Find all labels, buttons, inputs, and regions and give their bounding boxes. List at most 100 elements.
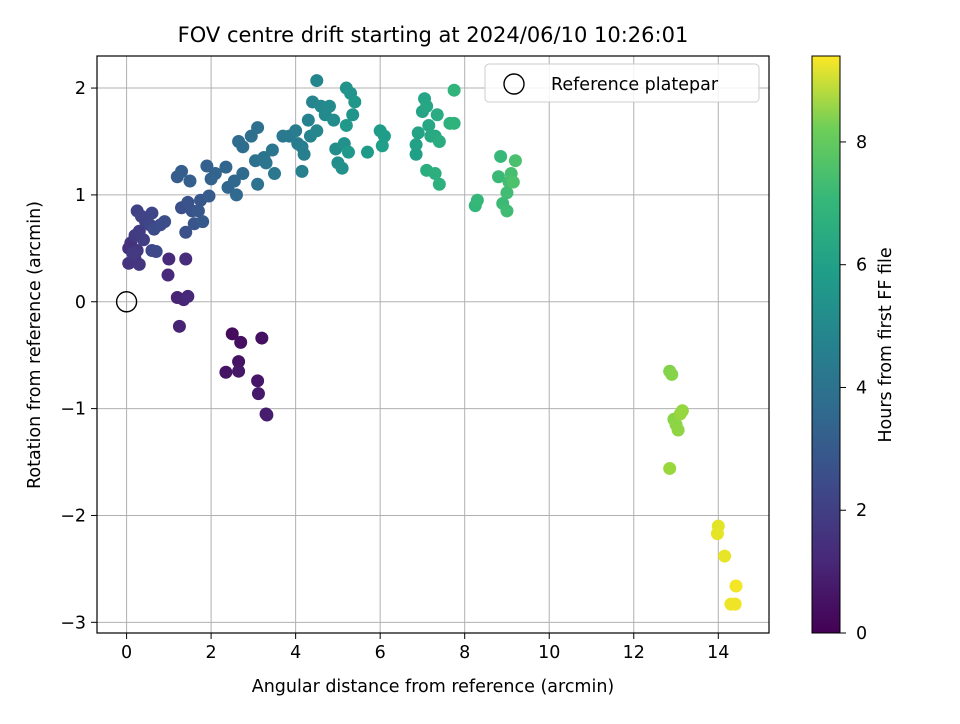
scatter-point bbox=[728, 597, 742, 611]
scatter-point bbox=[179, 225, 193, 239]
scatter-point bbox=[260, 408, 274, 422]
legend-marker bbox=[503, 73, 525, 95]
scatter-point bbox=[191, 204, 205, 218]
x-tick-label: 2 bbox=[206, 643, 217, 663]
scatter-point bbox=[295, 164, 309, 178]
scatter-point bbox=[420, 99, 434, 113]
scatter-point bbox=[136, 233, 150, 247]
colorbar: 0 2 4 6 8 Hours from first FF file bbox=[811, 55, 896, 644]
scatter-point bbox=[508, 154, 522, 168]
scatter-point bbox=[297, 147, 311, 161]
scatter-point bbox=[447, 83, 461, 97]
scatter-point bbox=[255, 331, 269, 345]
scatter-point bbox=[145, 206, 159, 220]
scatter-point bbox=[346, 108, 360, 122]
scatter-point bbox=[251, 177, 265, 191]
scatter-point bbox=[432, 134, 446, 148]
y-tick-label: −2 bbox=[60, 506, 86, 526]
scatter-point bbox=[710, 527, 724, 541]
scatter-point bbox=[251, 387, 265, 401]
scatter-point bbox=[411, 126, 425, 140]
y-tick-label: −3 bbox=[60, 613, 86, 633]
scatter-point bbox=[310, 124, 324, 138]
scatter-point bbox=[236, 167, 250, 181]
scatter-point bbox=[470, 193, 484, 207]
x-tick-label: 8 bbox=[459, 643, 470, 663]
colorbar-tick-label: 8 bbox=[856, 133, 867, 153]
scatter-point bbox=[179, 252, 193, 266]
scatter-point bbox=[310, 74, 324, 88]
scatter-point bbox=[175, 164, 189, 178]
scatter-point bbox=[219, 160, 233, 174]
legend: Reference platepar bbox=[484, 63, 760, 103]
colorbar-tick-label: 4 bbox=[856, 378, 867, 398]
scatter-point bbox=[428, 167, 442, 181]
scatter-point bbox=[181, 289, 195, 303]
x-tick-label: 4 bbox=[290, 643, 301, 663]
x-axis-label: Angular distance from reference (arcmin) bbox=[252, 677, 615, 697]
reference-platepar-marker bbox=[115, 291, 138, 313]
scatter-point bbox=[348, 95, 362, 109]
y-tick-label: 1 bbox=[75, 186, 86, 206]
scatter-point bbox=[265, 143, 279, 157]
x-tick-label: 12 bbox=[623, 643, 645, 663]
scatter-point bbox=[234, 335, 248, 349]
scatter-point bbox=[126, 247, 140, 261]
x-tick-label: 14 bbox=[707, 643, 729, 663]
colorbar-label: Hours from first FF file bbox=[876, 247, 896, 442]
scatter-point bbox=[149, 245, 163, 259]
x-tick-label: 10 bbox=[538, 643, 560, 663]
colorbar-tick-label: 2 bbox=[856, 501, 867, 521]
scatter-point bbox=[663, 461, 677, 475]
scatter-point bbox=[196, 215, 210, 229]
colorbar-tick-label: 6 bbox=[856, 256, 867, 276]
scatter-point bbox=[227, 174, 241, 188]
colorbar-ticks: 0 2 4 6 8 bbox=[840, 133, 867, 644]
scatter-point bbox=[409, 138, 423, 152]
colorbar-gradient bbox=[811, 55, 841, 634]
y-tick-label: 2 bbox=[75, 79, 86, 99]
scatter-points bbox=[122, 74, 743, 611]
reference-layer bbox=[115, 291, 138, 313]
scatter-point bbox=[183, 174, 197, 188]
scatter-point bbox=[232, 364, 246, 378]
scatter-point bbox=[673, 407, 687, 421]
y-axis-label: Rotation from reference (arcmin) bbox=[25, 201, 45, 489]
scatter-point bbox=[665, 367, 679, 381]
scatter-point bbox=[229, 188, 243, 202]
scatter-point bbox=[158, 215, 172, 229]
scatter-point bbox=[375, 139, 389, 153]
y-tick-label: −1 bbox=[60, 400, 86, 420]
scatter-point bbox=[225, 327, 239, 341]
scatter-point bbox=[172, 319, 186, 333]
scatter-point bbox=[339, 118, 353, 132]
scatter-point bbox=[718, 549, 732, 563]
scatter-point bbox=[202, 189, 216, 203]
scatter-point bbox=[447, 116, 461, 130]
scatter-point bbox=[327, 113, 341, 127]
scatter-point bbox=[134, 209, 148, 223]
legend-entry-label: Reference platepar bbox=[551, 75, 719, 95]
scatter-point bbox=[268, 167, 282, 181]
scatter-point bbox=[161, 268, 175, 282]
scatter-point bbox=[430, 108, 444, 122]
plot-area-frame bbox=[96, 55, 770, 634]
scatter-point bbox=[301, 113, 315, 127]
scatter-point bbox=[494, 149, 508, 163]
x-tick-label: 0 bbox=[121, 643, 132, 663]
scatter-point bbox=[341, 145, 355, 159]
scatter-point bbox=[335, 161, 349, 175]
scatter-point bbox=[162, 252, 176, 266]
chart-title: FOV centre drift starting at 2024/06/10 … bbox=[178, 23, 689, 47]
scatter-point bbox=[251, 374, 265, 388]
scatter-point bbox=[289, 124, 303, 138]
scatter-point bbox=[409, 147, 423, 161]
scatter-point bbox=[132, 257, 146, 271]
scatter-point bbox=[200, 159, 214, 173]
scatter-point bbox=[232, 355, 246, 369]
scatter-point bbox=[422, 118, 436, 132]
scatter-point bbox=[432, 177, 446, 191]
y-axis-ticks: −3 −2 −1 0 1 2 bbox=[60, 79, 97, 633]
